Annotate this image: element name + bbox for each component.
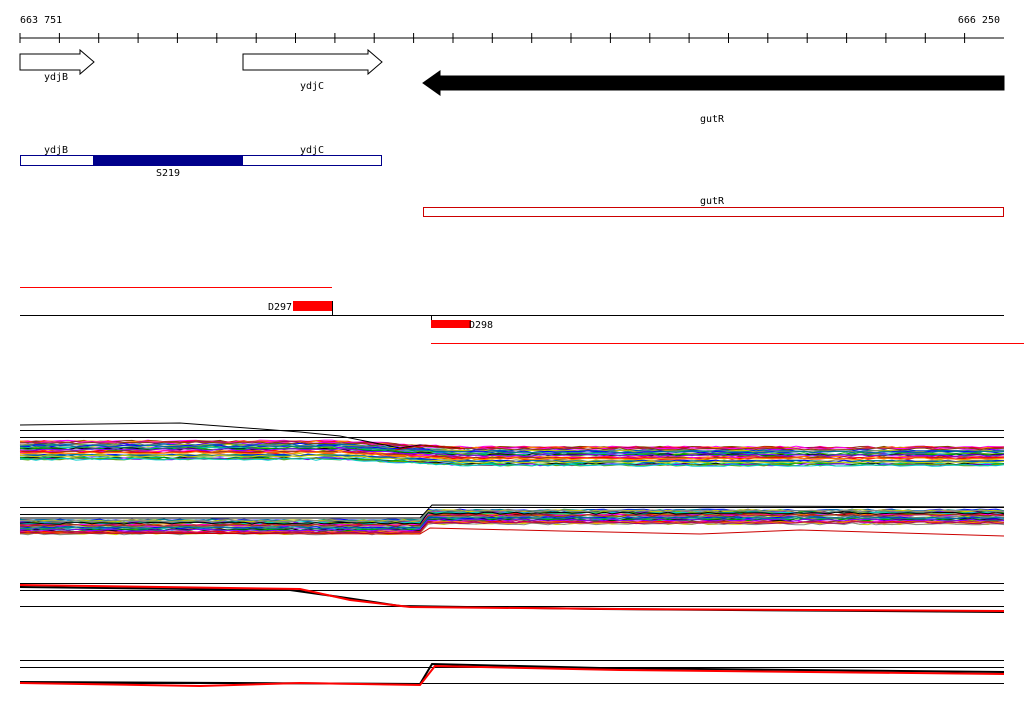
track2-red-trace bbox=[19, 527, 1005, 537]
feature-track: D297 D298 bbox=[20, 287, 1024, 344]
track2-series-line bbox=[19, 516, 1005, 530]
gutR-transcript-box[interactable] bbox=[423, 207, 1004, 217]
track1-top-trace bbox=[19, 422, 461, 449]
track1-series-line bbox=[19, 454, 1005, 464]
d298-feature[interactable] bbox=[431, 320, 471, 328]
end-coordinate: 666 250 bbox=[958, 15, 1000, 26]
d298-label: D298 bbox=[469, 320, 493, 331]
gene-ydjB-label: ydjB bbox=[44, 72, 68, 83]
data-tracks bbox=[19, 422, 1005, 688]
track1-series-line bbox=[19, 444, 1005, 454]
start-coordinate: 663 751 bbox=[20, 15, 62, 26]
gene-gutR-arrow-icon[interactable] bbox=[422, 70, 1005, 96]
coordinate-ruler: 663 751 666 250 bbox=[19, 15, 1004, 43]
track2-series-line bbox=[19, 513, 1005, 528]
s219-segment[interactable] bbox=[93, 155, 243, 166]
track2-series-line bbox=[19, 522, 1005, 536]
track1-series-line bbox=[19, 448, 1005, 457]
gene-ydjC-arrow-icon[interactable] bbox=[242, 48, 383, 76]
gene-ydjB-arrow-icon[interactable] bbox=[19, 48, 95, 76]
track2-series-line bbox=[19, 518, 1005, 532]
ruler-ticks bbox=[19, 33, 966, 43]
gene-ydjC-label: ydjC bbox=[300, 81, 324, 92]
track1-red-trace bbox=[394, 444, 466, 451]
track4-red-trace bbox=[19, 664, 1005, 688]
track1-series-line bbox=[19, 451, 1005, 461]
segment-gutR-label: gutR bbox=[700, 196, 725, 207]
s219-label: S219 bbox=[156, 168, 180, 179]
track3-red-trace bbox=[19, 584, 1005, 612]
transcript-track: ydjB ydjC S219 gutR bbox=[20, 145, 1004, 217]
track1-series-line bbox=[19, 441, 1005, 451]
track1-series-line bbox=[19, 457, 1005, 467]
segment-ydjC-label: ydjC bbox=[300, 145, 324, 156]
track2-series-line bbox=[19, 521, 1005, 535]
gene-track: ydjB ydjC gutR bbox=[19, 48, 1005, 125]
track2-series-line bbox=[19, 509, 1005, 523]
track2-series-line bbox=[19, 511, 1005, 525]
d297-feature[interactable] bbox=[293, 301, 333, 311]
track2-top-trace bbox=[20, 504, 1005, 519]
d297-label: D297 bbox=[268, 302, 292, 313]
gene-gutR-label: gutR bbox=[700, 114, 725, 125]
segment-ydjB-label: ydjB bbox=[44, 145, 68, 156]
